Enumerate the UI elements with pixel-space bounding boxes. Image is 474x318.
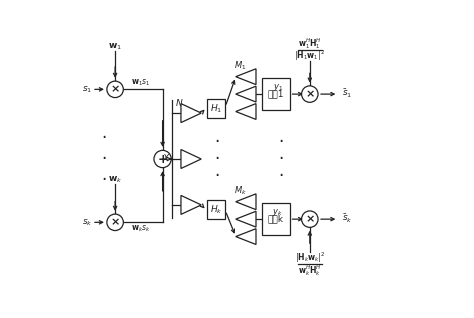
Text: $N$: $N$ xyxy=(175,97,183,108)
Text: $H_1$: $H_1$ xyxy=(210,102,222,115)
Text: ×: × xyxy=(305,89,315,99)
Text: $\mathbf{w}_ks_k$: $\mathbf{w}_ks_k$ xyxy=(130,224,150,234)
Polygon shape xyxy=(236,229,256,245)
Text: $|\mathbf{H}_k\mathbf{w}_k|^2$: $|\mathbf{H}_k\mathbf{w}_k|^2$ xyxy=(295,251,325,265)
Text: $s_k$: $s_k$ xyxy=(82,217,92,228)
Text: $y_k$: $y_k$ xyxy=(272,207,283,218)
Text: ·: · xyxy=(101,129,107,148)
Text: ·: · xyxy=(214,133,219,151)
Text: $\mathbf{w}_1$: $\mathbf{w}_1$ xyxy=(108,41,122,52)
Text: $\bar{s}_k$: $\bar{s}_k$ xyxy=(342,213,353,225)
Text: $\mathbf{w}_1^H\mathbf{H}_1^H$: $\mathbf{w}_1^H\mathbf{H}_1^H$ xyxy=(298,36,322,51)
Polygon shape xyxy=(236,194,256,210)
Text: $|\mathbf{H}_1\mathbf{w}_1|^2$: $|\mathbf{H}_1\mathbf{w}_1|^2$ xyxy=(294,49,325,63)
Polygon shape xyxy=(181,195,201,214)
Text: ·: · xyxy=(101,150,107,168)
Polygon shape xyxy=(236,69,256,85)
Text: X: X xyxy=(163,154,169,162)
Circle shape xyxy=(301,86,318,102)
Text: ×: × xyxy=(305,214,315,224)
Text: $y_1$: $y_1$ xyxy=(273,82,283,93)
Circle shape xyxy=(301,211,318,227)
Polygon shape xyxy=(236,86,256,102)
Text: $H_k$: $H_k$ xyxy=(210,203,222,216)
Text: ×: × xyxy=(110,84,120,94)
Circle shape xyxy=(154,150,171,168)
Text: $\bar{s}_1$: $\bar{s}_1$ xyxy=(342,88,353,100)
Text: $\mathbf{w}_k^H\mathbf{H}_k^H$: $\mathbf{w}_k^H\mathbf{H}_k^H$ xyxy=(298,263,322,278)
Text: +: + xyxy=(157,153,168,165)
Text: ·: · xyxy=(279,133,284,151)
Polygon shape xyxy=(236,104,256,120)
Text: $\mathbf{w}_k$: $\mathbf{w}_k$ xyxy=(108,174,122,185)
Text: 用户1: 用户1 xyxy=(267,90,284,99)
Text: ·: · xyxy=(279,167,284,185)
Circle shape xyxy=(107,81,123,98)
Text: $s_1$: $s_1$ xyxy=(82,84,92,94)
Text: ·: · xyxy=(214,167,219,185)
Circle shape xyxy=(107,214,123,231)
Polygon shape xyxy=(236,211,256,227)
Bar xyxy=(262,203,290,235)
Text: ·: · xyxy=(101,170,107,189)
Bar xyxy=(262,78,290,110)
Text: ×: × xyxy=(110,217,120,227)
Text: $M_1$: $M_1$ xyxy=(234,59,246,72)
Text: 用户k: 用户k xyxy=(268,215,283,224)
Text: $M_k$: $M_k$ xyxy=(234,184,246,197)
Polygon shape xyxy=(181,104,201,123)
Text: $\mathbf{w}_1s_1$: $\mathbf{w}_1s_1$ xyxy=(131,78,150,88)
Text: ·: · xyxy=(214,150,219,168)
Bar xyxy=(207,200,225,218)
Bar xyxy=(207,100,225,118)
Text: ·: · xyxy=(279,150,284,168)
Polygon shape xyxy=(181,149,201,169)
